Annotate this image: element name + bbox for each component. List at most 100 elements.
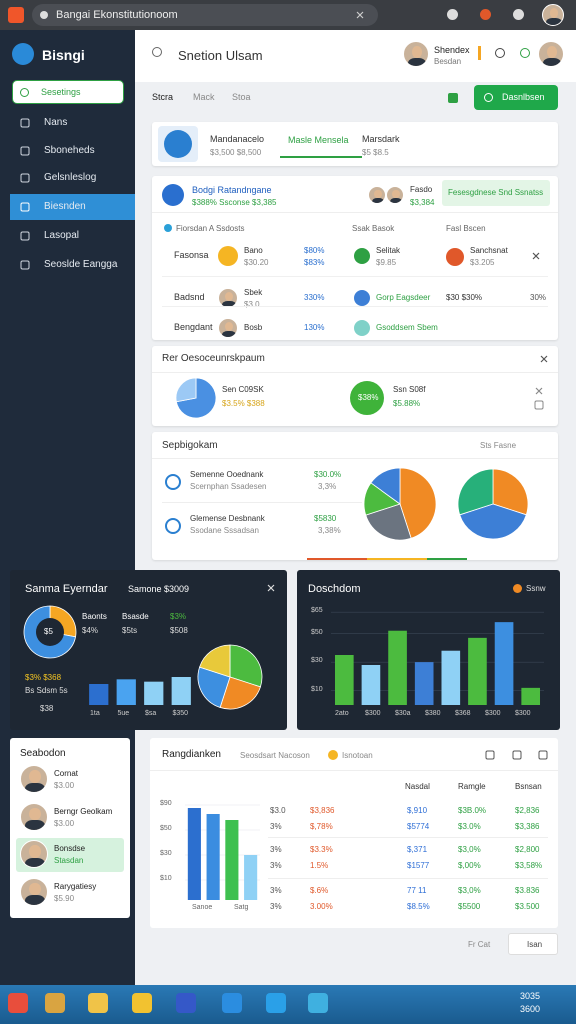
color-strip [307,558,367,560]
profile-value: $3,384 [410,198,435,207]
table-cell: $,00% [458,861,481,870]
button-label: Dasnlbsen [502,92,545,102]
overview-sub: $388% Ssconse $3,385 [192,198,277,207]
tab[interactable]: Stoa [232,92,251,102]
panel-subtitle: Samone $3009 [128,584,190,594]
table-cell: $,910 [407,806,428,815]
segment-sub: Ssodane Sssadsan [190,526,259,535]
stat-label: Baonts [82,612,107,621]
avatar-body [222,301,236,307]
table-cell: $3.836 [515,886,540,895]
icon-shape [20,118,30,128]
action-button[interactable]: Dasnlbsen [474,85,558,110]
table-cell: $,371 [407,845,428,854]
bar [388,630,407,705]
resources-item1-sub: $3.5% $388 [222,399,265,408]
search-box[interactable]: Sesetings [12,80,124,104]
avatar-head [29,770,41,783]
tab[interactable]: Mack [193,92,215,102]
footer-button[interactable]: Isan [508,933,558,955]
row-icon [354,248,370,264]
panel-note: $3% $368 [25,673,62,682]
bar-label: $sa [145,710,157,717]
browser-icon [447,9,458,20]
menu-item[interactable]: Biesnden [10,194,135,220]
y-tick-label: $30 [311,657,323,665]
taskbar-icon[interactable] [266,993,286,1013]
ranking-card: Rangdianken Seosdsart Nacoson Isnotoan Nasd… [150,738,558,928]
header-accent [478,46,481,60]
profile-name: Fasdo [410,185,433,194]
summary-title[interactable]: Marsdark [362,134,400,144]
person-row[interactable]: Berngr Geolkam $3.00 [16,801,124,835]
menu-item[interactable]: Nans [10,110,135,136]
menu-item[interactable]: Gelsnleslog [10,165,135,191]
taskbar-icon[interactable] [222,993,242,1013]
table-cell: $2,800 [515,845,540,854]
person-row[interactable]: Rarygatiesy $5.90 [16,876,124,910]
icon [20,146,30,156]
pie-slice [175,377,197,403]
segments-title: Sepbigokam [162,440,218,451]
avatar-body [542,57,562,66]
table-cell: 3% [270,822,282,831]
avatar-head [225,292,233,301]
column-header: Ramgle [458,782,486,791]
bar [187,808,201,900]
icon [512,750,522,760]
bar [521,687,541,705]
taskbar-time: 3035 [520,991,541,1001]
bar-chart [89,677,191,705]
taskbar-date: 3600 [520,1004,541,1014]
avatar-head [546,45,558,58]
badge-text: Fesesgdnese Snd Ssnatss [448,188,544,197]
bar [334,655,354,705]
row-c1: Bosb [244,323,263,332]
icon [20,202,30,212]
taskbar-icon[interactable] [45,993,65,1013]
taskbar-icon[interactable] [132,993,152,1013]
table-cell: $3,386 [515,822,540,831]
icon-shape [20,173,30,183]
summary-title[interactable]: Masle Mensela [288,135,349,145]
icon [485,750,495,760]
person-name: Cornat [54,769,79,778]
close-shape [535,387,543,395]
browser-icon [480,9,491,20]
menu-item[interactable]: Seoslde Eangga [10,252,135,278]
brand-name: Bisngi [42,47,85,63]
taskbar-icon[interactable] [176,993,196,1013]
row-divider [162,306,548,307]
close-shape [532,252,540,260]
pie-slice [370,467,401,505]
summary-title[interactable]: Mandanacelo [210,134,265,144]
table-cell: $3,58% [515,861,543,870]
taskbar-icon[interactable] [88,993,108,1013]
bar-label: 1ta [90,710,100,717]
person-row[interactable]: Bonsdse Stasdan [16,838,124,872]
menu-item[interactable]: Lasopal [10,223,135,249]
taskbar-icon[interactable] [8,993,28,1013]
avatar-body [25,782,45,792]
icon-shape [20,202,30,212]
table-cell: $3,836 [310,806,335,815]
menu-label: Nans [44,117,68,128]
bar [468,637,487,705]
close-shape [540,355,548,363]
menu-item[interactable]: Sboneheds [10,138,135,164]
tab[interactable]: Stcra [152,92,174,102]
taskbar-icon[interactable] [308,993,328,1013]
bar [144,681,164,705]
avatar-body [407,57,427,66]
bar [206,814,220,900]
person-sub: $5.90 [54,893,75,903]
table-cell: $.6% [310,886,329,895]
y-tick-label: $90 [160,800,172,807]
pie-slice [492,468,529,516]
footer-text[interactable]: Fr Cat [468,940,491,949]
person-row[interactable]: Cornat $3.00 [16,763,124,797]
avatar [403,41,429,67]
stat-value: $5ts [122,626,138,635]
table-cell: $3B.0% [458,806,487,815]
bar [414,662,434,705]
